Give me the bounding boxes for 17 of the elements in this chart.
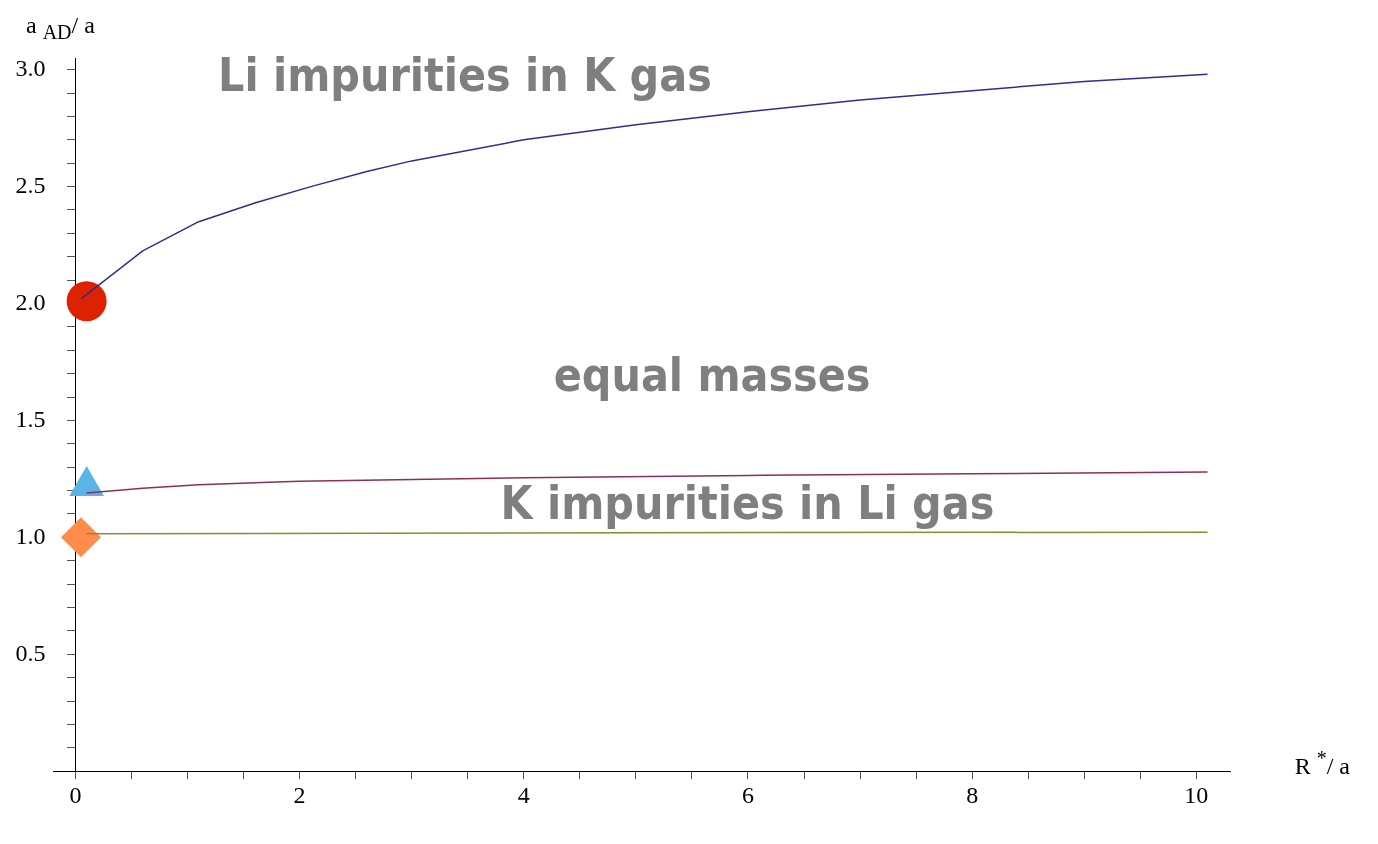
y-tick-label: 1.0: [15, 522, 46, 549]
x-axis-title: R $^{*}$/ a: [1294, 747, 1350, 780]
x-tick-label: 2: [293, 781, 306, 808]
x-tick-label: 4: [517, 781, 530, 808]
x-tick-label: 10: [1184, 781, 1209, 808]
y-tick-label: 1.5: [15, 405, 46, 432]
y-tick-label: 0.5: [15, 639, 46, 666]
x-tick-label: 0: [69, 781, 82, 808]
annotation: Li impurities in K gas: [218, 48, 712, 103]
x-tick-label: 6: [741, 781, 754, 808]
y-tick-label: 2.0: [15, 288, 46, 315]
x-tick-label: 8: [966, 781, 979, 808]
annotation: K impurities in Li gas: [500, 476, 995, 531]
y-tick-label: 2.5: [15, 171, 46, 198]
annotation: equal masses: [553, 347, 871, 402]
y-axis-title: a $_{AD}$/ a: [26, 12, 95, 44]
y-tick-label: 3.0: [15, 54, 46, 81]
